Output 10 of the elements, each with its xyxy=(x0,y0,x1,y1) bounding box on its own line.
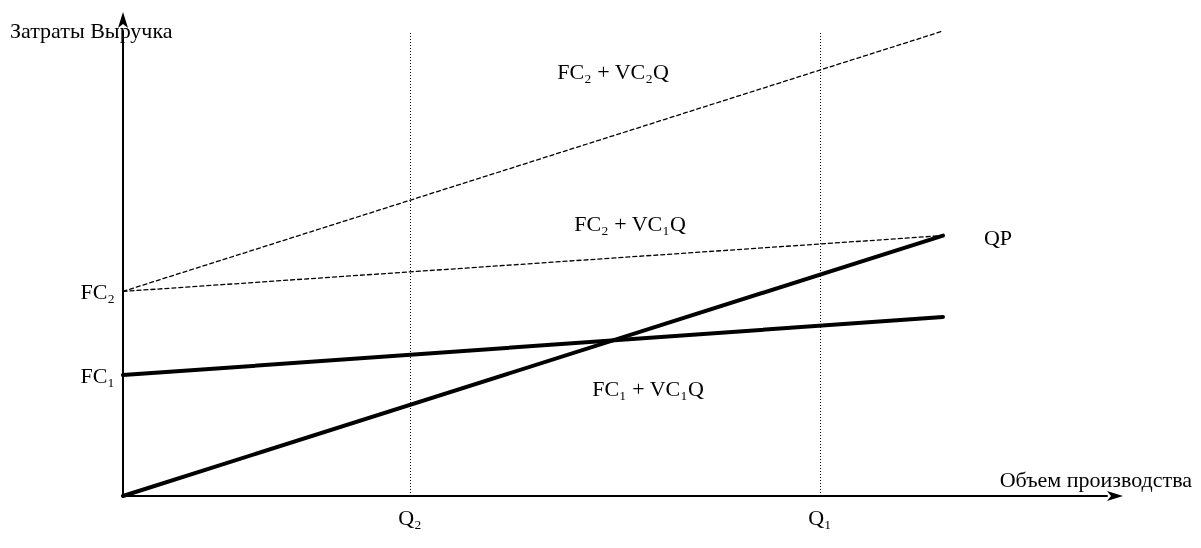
y-axis-title: Затраты Выручка xyxy=(10,17,173,43)
x-axis-title: Объем производства xyxy=(999,466,1193,492)
series-label: FC₂ + VC₁Q xyxy=(574,211,686,237)
x-tick-label: Q₁ xyxy=(808,504,832,530)
series-label: QP xyxy=(983,225,1013,251)
text: FC₂ xyxy=(80,278,115,304)
x-tick-label: Q₂ xyxy=(398,504,422,530)
series-label: FC₂ + VC₂Q xyxy=(557,58,669,84)
series-label: FC₁ + VC₁Q xyxy=(592,376,704,402)
text: FC₁ xyxy=(80,362,115,388)
